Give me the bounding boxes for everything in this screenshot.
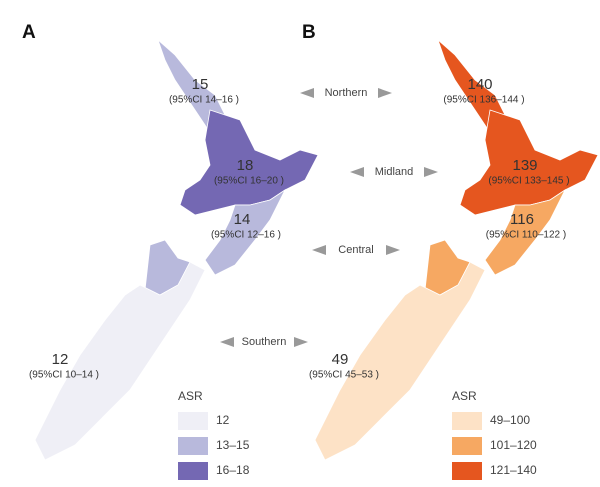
region-ci: (95%CI 133–145 ) — [488, 176, 569, 187]
region — [204, 188, 287, 276]
region — [314, 261, 486, 461]
region-ci: (95%CI 12–16 ) — [211, 230, 281, 241]
region-ci: (95%CI 10–14 ) — [29, 370, 99, 381]
panel-label: A — [22, 22, 36, 43]
region-name: Central — [338, 244, 373, 256]
legend-label: 12 — [216, 413, 230, 427]
legend-swatch — [452, 437, 482, 455]
legend-swatch — [178, 462, 208, 480]
region — [34, 261, 206, 461]
legend-title: ASR — [178, 389, 203, 403]
arrow — [378, 88, 392, 98]
legend-label: 101–120 — [490, 438, 537, 452]
arrow — [386, 245, 400, 255]
region-ci: (95%CI 110–122 ) — [486, 230, 566, 241]
legend-swatch — [452, 412, 482, 430]
arrow — [312, 245, 326, 255]
region-value: 140 — [467, 76, 492, 93]
region-name: Midland — [375, 166, 414, 178]
arrow — [424, 167, 438, 177]
region-name: Southern — [242, 336, 287, 348]
region-value: 139 — [512, 157, 537, 174]
arrow — [300, 88, 314, 98]
region-ci: (95%CI 14–16 ) — [169, 95, 239, 106]
legend-label: 49–100 — [490, 413, 530, 427]
region — [484, 188, 567, 276]
region-value: 18 — [237, 157, 254, 174]
region-name: Northern — [325, 87, 368, 99]
region-value: 14 — [234, 211, 251, 228]
region-ci: (95%CI 136–144 ) — [443, 95, 524, 106]
legend-swatch — [452, 462, 482, 480]
region-ci: (95%CI 45–53 ) — [309, 370, 379, 381]
arrow — [294, 337, 308, 347]
legend-label: 13–15 — [216, 438, 250, 452]
legend-swatch — [178, 437, 208, 455]
region-ci: (95%CI 16–20 ) — [214, 176, 284, 187]
arrow — [350, 167, 364, 177]
legend-title: ASR — [452, 389, 477, 403]
region-value: 49 — [332, 351, 349, 368]
region-value: 116 — [510, 211, 534, 228]
region-value: 15 — [192, 76, 209, 93]
arrow — [220, 337, 234, 347]
legend-label: 16–18 — [216, 463, 250, 477]
panel-label: B — [302, 22, 316, 43]
legend-swatch — [178, 412, 208, 430]
legend-label: 121–140 — [490, 463, 537, 477]
region-value: 12 — [52, 351, 69, 368]
